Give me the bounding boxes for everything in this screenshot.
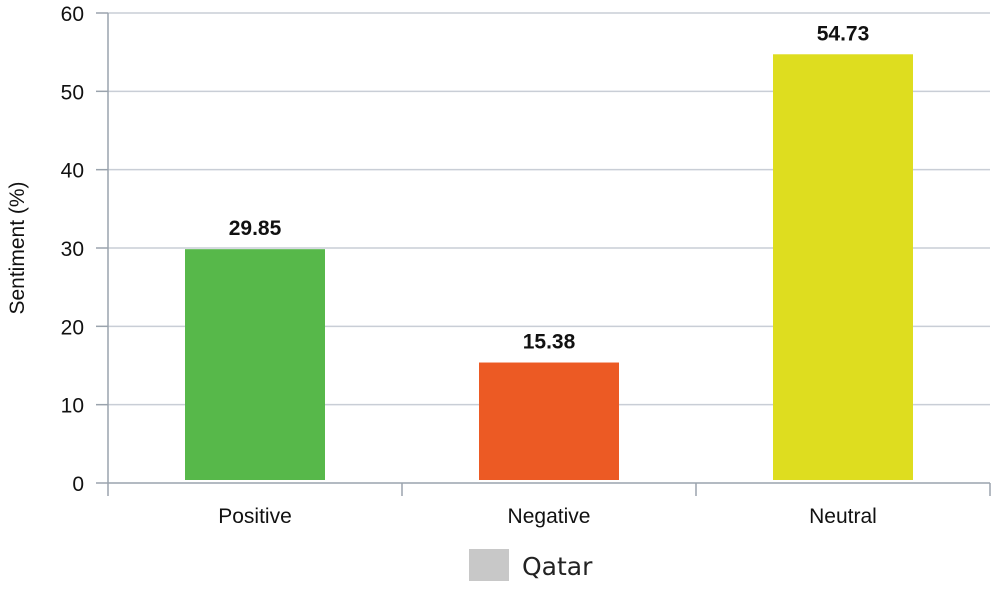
value-labels: 29.85 15.38 54.73 xyxy=(229,22,870,353)
legend-swatch-qatar xyxy=(469,549,509,581)
y-tick-label: 20 xyxy=(61,316,84,339)
y-tick-label: 0 xyxy=(72,473,84,496)
y-tick-label: 60 xyxy=(61,3,84,26)
value-label-negative: 15.38 xyxy=(523,331,576,354)
axes xyxy=(96,12,991,496)
y-tick-labels: 0 10 20 30 40 50 60 xyxy=(61,3,84,496)
y-tick-label: 50 xyxy=(61,81,84,104)
y-tick-label: 40 xyxy=(61,160,84,183)
x-tick-label-positive: Positive xyxy=(218,505,292,528)
x-tick-label-neutral: Neutral xyxy=(809,505,877,528)
bar-neutral xyxy=(773,54,913,480)
y-tick-label: 10 xyxy=(61,395,84,418)
bar-negative xyxy=(479,362,619,480)
x-tick-labels: Positive Negative Neutral xyxy=(218,505,877,528)
bar-positive xyxy=(185,249,325,480)
legend-label-qatar: Qatar xyxy=(522,552,593,581)
y-tick-label: 30 xyxy=(61,238,84,261)
legend: Qatar xyxy=(469,549,593,581)
bars xyxy=(185,54,913,480)
value-label-neutral: 54.73 xyxy=(817,22,870,45)
value-label-positive: 29.85 xyxy=(229,217,282,240)
y-axis-title: Sentiment (%) xyxy=(6,181,29,314)
x-tick-label-negative: Negative xyxy=(508,505,591,528)
